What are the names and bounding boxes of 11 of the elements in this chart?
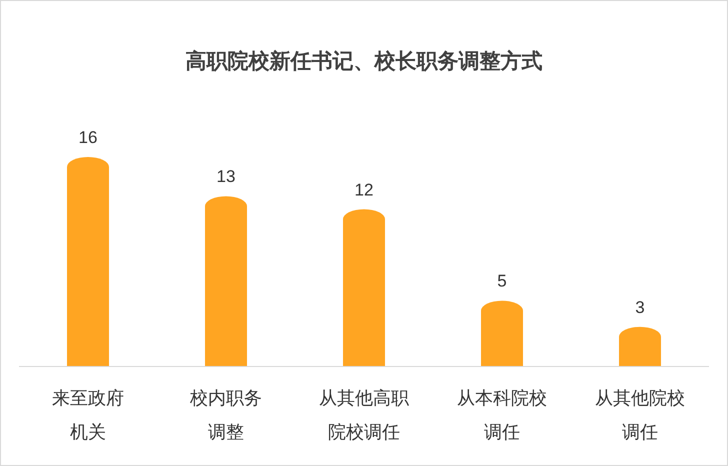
x-tick-label: 从其他高职院校调任 [319,388,409,442]
chart-title: 高职院校新任书记、校长职务调整方式 [186,49,542,73]
x-tick-label: 校内职务调整 [189,388,262,442]
data-label: 5 [497,272,507,291]
x-tick-label: 从本科院校调任 [457,388,547,442]
x-tick-label: 从其他院校调任 [595,388,685,442]
data-label: 13 [216,167,236,186]
x-tick-label: 来至政府机关 [52,388,124,442]
data-label: 3 [635,298,645,317]
data-label: 16 [78,128,98,147]
data-label: 12 [354,180,374,200]
